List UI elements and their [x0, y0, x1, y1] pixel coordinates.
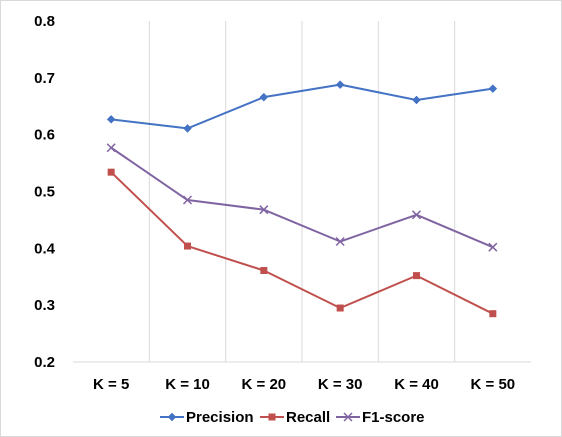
y-tick-label: 0.5 — [34, 184, 55, 201]
data-point — [413, 272, 420, 280]
legend-label: Recall — [286, 409, 330, 426]
y-tick-label: 0.7 — [34, 70, 55, 87]
legend-item-recall: Recall — [260, 409, 330, 426]
data-point — [411, 210, 422, 220]
data-point — [106, 114, 116, 124]
series-recall — [107, 168, 497, 318]
data-point — [259, 92, 269, 102]
legend-item-f1-score: F1-score — [336, 409, 425, 426]
y-tick-label: 0.2 — [34, 354, 55, 371]
data-point — [106, 143, 116, 153]
legend-item-precision: Precision — [160, 409, 254, 426]
legend-label: Precision — [186, 409, 254, 426]
series-layer — [106, 80, 498, 318]
x-tick-label: K = 30 — [318, 376, 363, 393]
x-tick-label: K = 5 — [93, 376, 129, 393]
x-tick-label: K = 50 — [471, 376, 516, 393]
data-point — [107, 168, 115, 176]
legend-marker — [268, 413, 276, 421]
y-tick-label: 0.3 — [34, 297, 55, 314]
x-tick-label: K = 10 — [165, 376, 210, 393]
data-point — [412, 95, 421, 105]
legend-marker — [343, 412, 353, 422]
y-tick-label: 0.6 — [34, 127, 55, 144]
axis-layer: 0.2 0.3 0.4 0.5 0.6 0.7 0.8 K = 5 K = 10 K = 20 K … — [34, 13, 531, 393]
series-line — [110, 146, 494, 249]
data-point — [260, 266, 268, 274]
series-line — [111, 83, 493, 130]
series-f1-score — [106, 143, 498, 252]
y-tick-label: 0.8 — [34, 13, 55, 30]
grid-layer — [148, 21, 456, 362]
data-point — [184, 242, 191, 250]
legend-marker — [167, 412, 177, 422]
data-point — [182, 195, 193, 205]
x-tick-label: K = 40 — [394, 376, 439, 393]
legend-label: F1-score — [362, 409, 425, 426]
data-point — [488, 84, 498, 93]
data-point — [335, 80, 345, 90]
series-precision — [106, 80, 498, 133]
x-tick-label: K = 20 — [242, 376, 287, 393]
legend: Precision Recall F1-score — [160, 409, 425, 426]
data-point — [336, 304, 344, 312]
series-line — [110, 171, 494, 315]
data-point — [489, 310, 497, 318]
data-point — [488, 242, 498, 252]
data-point — [183, 124, 192, 133]
data-point — [335, 236, 345, 247]
y-tick-label: 0.4 — [34, 240, 56, 257]
data-point — [259, 205, 269, 215]
